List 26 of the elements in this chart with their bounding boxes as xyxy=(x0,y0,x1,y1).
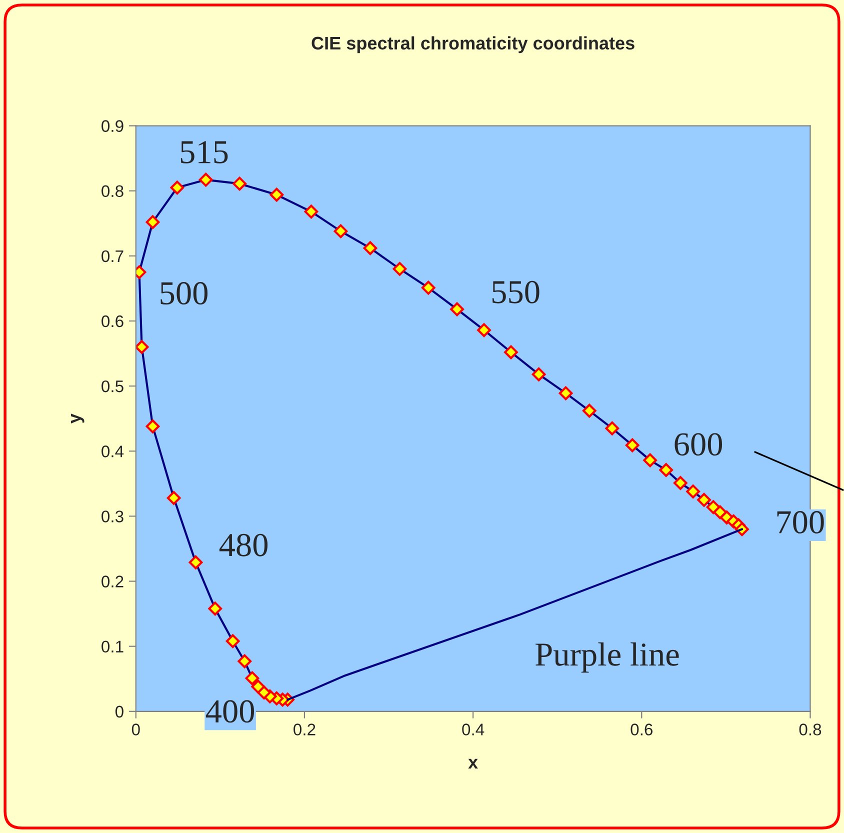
y-tick-label: 0.8 xyxy=(102,185,124,198)
x-tick-label: 0.8 xyxy=(799,724,822,736)
y-tick-label: 0 xyxy=(115,706,124,718)
y-tick-label: 0.6 xyxy=(102,315,124,328)
annotation: 500 xyxy=(160,282,208,305)
annotation: 400 xyxy=(206,700,254,723)
x-tick-label: 0 xyxy=(132,724,140,736)
x-tick-label: 0.6 xyxy=(630,724,653,736)
annotation: 515 xyxy=(180,141,228,164)
y-tick-label: 0.9 xyxy=(102,120,124,132)
y-tick-label: 0.2 xyxy=(102,576,124,588)
y-tick-label: 0.4 xyxy=(102,446,124,458)
y-tick-label: 0.3 xyxy=(102,510,124,522)
chart-title: CIE spectral chromaticity coordinates xyxy=(312,36,634,54)
y-tick-label: 0.7 xyxy=(102,250,124,262)
x-tick-label: 0.2 xyxy=(294,724,316,736)
x-tick-label: 0.4 xyxy=(462,724,484,736)
annotation: 480 xyxy=(219,534,268,556)
y-axis-title: y xyxy=(70,414,84,424)
y-tick-label: 0.5 xyxy=(102,380,124,392)
annotation: Purple line xyxy=(536,642,679,673)
annotation: 600 xyxy=(674,433,722,456)
y-tick-label: 0.1 xyxy=(102,640,124,653)
annotation: 700 xyxy=(777,511,824,534)
x-axis-title: x xyxy=(468,758,478,768)
annotation: 550 xyxy=(492,280,540,304)
